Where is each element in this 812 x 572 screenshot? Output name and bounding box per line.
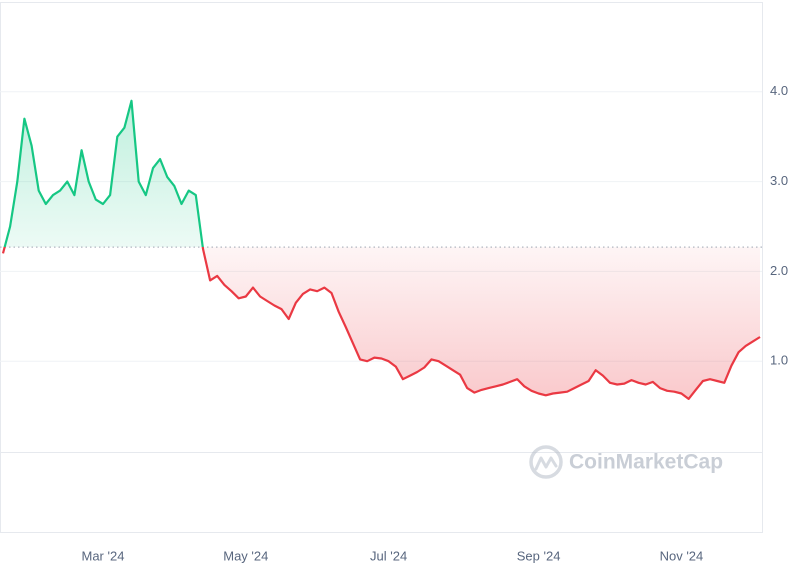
watermark-logo — [529, 445, 563, 479]
price-area — [3, 100, 760, 399]
plot-frame — [0, 2, 763, 533]
x-tick-label: Sep '24 — [517, 548, 561, 563]
watermark: CoinMarketCap — [569, 451, 723, 474]
y-tick-label: 1.0 — [770, 353, 788, 368]
y-tick-label: 4.0 — [770, 83, 788, 98]
price-line — [1, 99, 761, 400]
x-tick-label: Nov '24 — [660, 548, 704, 563]
x-tick-label: Mar '24 — [82, 548, 125, 563]
y-tick-label: 2.0 — [770, 263, 788, 278]
x-tick-label: Jul '24 — [370, 548, 407, 563]
x-tick-label: May '24 — [223, 548, 268, 563]
y-tick-label: 3.0 — [770, 173, 788, 188]
